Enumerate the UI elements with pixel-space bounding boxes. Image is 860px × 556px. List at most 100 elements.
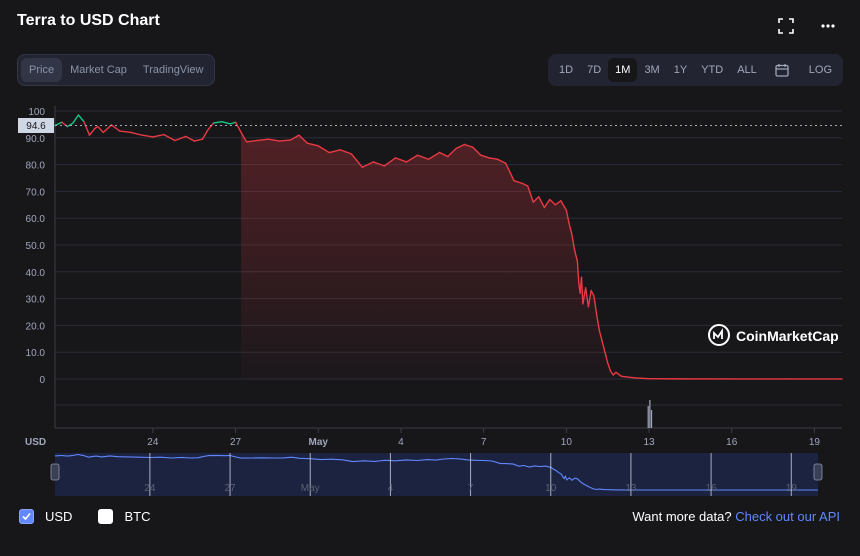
price-line-segment — [141, 134, 154, 138]
price-line-segment — [201, 129, 209, 140]
x-axis: 24 27 May 4 7 10 13 16 19 — [147, 428, 820, 448]
price-line-segment — [350, 153, 364, 168]
price-line-segment — [580, 276, 584, 305]
calendar-icon[interactable] — [770, 63, 794, 77]
navigator-right-handle[interactable] — [813, 463, 823, 481]
y-tick-label: 10.0 — [26, 348, 46, 359]
tab-price[interactable]: Price — [21, 58, 63, 82]
y-tick-label: 50.0 — [26, 241, 46, 252]
navigator-tick-label: 7 — [468, 483, 474, 494]
price-line-segment — [193, 138, 204, 142]
price-line-segment — [587, 289, 592, 308]
price-line-segment — [601, 340, 606, 353]
price-line-segment — [394, 157, 408, 163]
current-price-label: 94.6 — [26, 121, 46, 132]
expand-icon[interactable] — [776, 16, 796, 36]
navigator-tick-label: 19 — [786, 483, 798, 494]
price-line-segment — [54, 121, 63, 127]
price-line-segment — [438, 151, 449, 158]
price-line-segment — [234, 121, 242, 134]
y-tick-label: 70.0 — [26, 187, 46, 198]
price-line-segment — [221, 121, 231, 125]
price-chart[interactable]: 100 90.0 80.0 70.0 60.0 50.0 40.0 30.0 20.0 10.0 0… — [0, 0, 860, 500]
price-line-segment — [615, 371, 623, 378]
legend-btc[interactable]: BTC — [98, 509, 150, 524]
price-line-segment — [361, 161, 375, 168]
price-line-segment — [372, 161, 386, 167]
price-line-segment — [527, 185, 534, 203]
price-line-segment — [606, 362, 612, 372]
price-line-segment — [521, 182, 529, 187]
price-line-segment — [88, 127, 96, 136]
price-line-segment — [174, 135, 187, 142]
navigator-line — [54, 453, 818, 491]
y-tick-label: 60.0 — [26, 214, 46, 225]
price-line-segment — [576, 260, 580, 284]
range-navigator[interactable]: 24 27 May 4 7 10 13 16 19 — [50, 453, 823, 496]
watermark-text: CoinMarketCap — [736, 328, 839, 344]
price-line-segment — [152, 133, 165, 138]
price-line-segment — [593, 295, 598, 316]
price-line-segment — [543, 198, 551, 209]
price-line-segment — [584, 287, 590, 308]
y-tick-label: 0 — [39, 375, 45, 386]
tab-tradingview[interactable]: TradingView — [142, 64, 204, 76]
price-line-segment — [77, 114, 85, 123]
price-line-segment — [532, 196, 540, 203]
price-line-segment — [110, 124, 121, 132]
x-tick-label: 13 — [643, 437, 655, 448]
price-line-segment — [185, 135, 195, 142]
price-line — [54, 114, 843, 380]
price-line-segment — [496, 158, 507, 164]
x-tick-label: 4 — [398, 437, 404, 448]
legend-usd-label: USD — [45, 509, 73, 524]
price-line-segment — [582, 287, 587, 305]
price-line-segment — [416, 154, 430, 160]
range-1m[interactable]: 1M — [608, 58, 638, 82]
range-7d[interactable]: 7D — [587, 64, 602, 76]
price-area-fill — [241, 132, 843, 379]
price-line-segment — [560, 200, 568, 211]
price-line-segment — [488, 157, 499, 160]
y-tick-label: 90.0 — [26, 134, 46, 145]
range-tabs: 1D 7D 1M 3M 1Y YTD ALL LOG — [548, 54, 843, 86]
navigator-left-handle[interactable] — [50, 463, 60, 481]
x-tick-label: 24 — [147, 437, 159, 448]
chart-title: Terra to USD Chart — [17, 12, 160, 29]
api-prompt: Want more data? — [632, 509, 732, 524]
price-line-segment — [427, 151, 441, 160]
range-1d[interactable]: 1D — [559, 64, 574, 76]
price-line-segment — [240, 131, 248, 143]
price-line-segment — [447, 147, 457, 158]
price-line-segment — [212, 121, 223, 124]
price-line-segment — [245, 139, 259, 143]
price-line-segment — [571, 233, 576, 252]
price-line-segment — [549, 198, 557, 206]
navigator-tick-label: 16 — [706, 483, 718, 494]
navigator-tick-label: 10 — [545, 483, 557, 494]
more-horizontal-icon[interactable] — [818, 16, 838, 36]
range-1y[interactable]: 1Y — [673, 64, 688, 76]
checkbox-checked-icon[interactable] — [19, 509, 34, 524]
range-all[interactable]: ALL — [737, 64, 757, 76]
price-line-segment — [538, 196, 545, 209]
y-tick-label: 100 — [28, 107, 45, 118]
price-line-segment — [72, 114, 80, 124]
legend-usd[interactable]: USD — [19, 509, 72, 524]
range-3m[interactable]: 3M — [644, 64, 660, 76]
price-line-segment — [328, 149, 342, 154]
legend-btc-label: BTC — [124, 509, 151, 524]
range-ytd[interactable]: YTD — [701, 64, 724, 76]
currency-axis-label: USD — [25, 437, 46, 448]
price-line-segment — [83, 121, 91, 136]
x-tick-label: 7 — [481, 437, 487, 448]
tab-market-cap[interactable]: Market Cap — [70, 64, 127, 76]
navigator-tick-label: 27 — [224, 483, 236, 494]
price-line-segment — [620, 375, 636, 379]
checkbox-unchecked-icon[interactable] — [98, 509, 114, 524]
navigator-tick-label: 4 — [388, 483, 394, 494]
api-link[interactable]: Check out our API — [735, 509, 840, 524]
price-line-segment — [573, 249, 579, 262]
log-scale-button[interactable]: LOG — [808, 64, 832, 76]
price-line-segment — [256, 138, 270, 142]
